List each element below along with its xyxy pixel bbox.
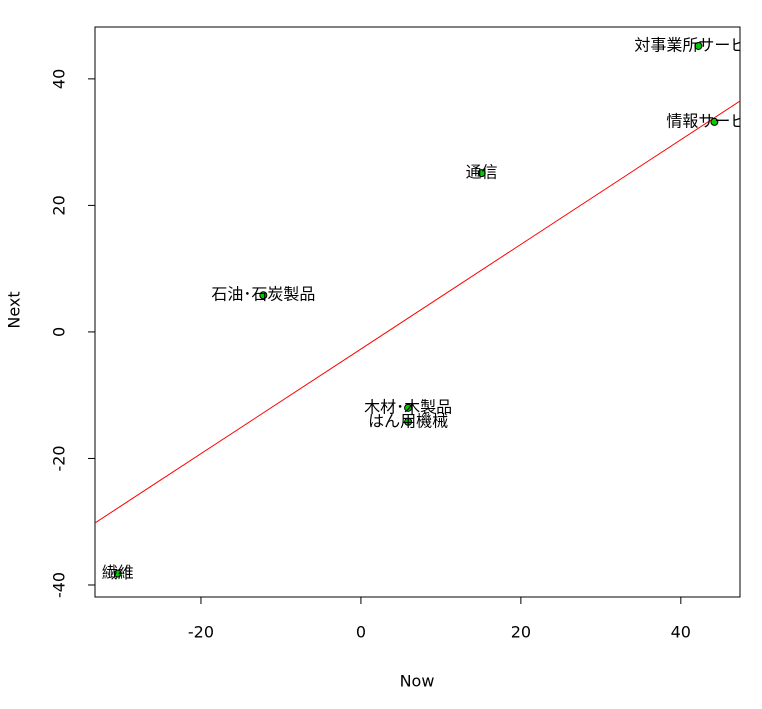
point bbox=[477, 169, 486, 178]
point-label: 石油･石炭製品 bbox=[211, 285, 315, 304]
plot-box bbox=[94, 26, 741, 598]
point bbox=[710, 117, 719, 126]
point-label: 情報サービス bbox=[666, 111, 762, 130]
fit-line bbox=[95, 100, 740, 524]
y-axis-label: Next bbox=[5, 291, 24, 328]
point-label: 木材･木製品 bbox=[364, 397, 452, 416]
point bbox=[404, 417, 413, 426]
y-tick-label: 20 bbox=[50, 195, 69, 215]
y-tick-label: -20 bbox=[50, 445, 69, 471]
x-axis-label: Now bbox=[400, 672, 435, 691]
x-tick-label: 0 bbox=[356, 623, 366, 642]
y-tick-label: 0 bbox=[50, 327, 69, 337]
x-tick-label: -20 bbox=[188, 623, 214, 642]
point bbox=[404, 403, 413, 412]
point-label: 繊維 bbox=[102, 563, 134, 582]
point bbox=[259, 291, 268, 300]
y-tick-label: 40 bbox=[50, 69, 69, 89]
point-label: 通信 bbox=[466, 163, 498, 182]
point-label: 対事業所サービス bbox=[634, 35, 762, 54]
point bbox=[113, 569, 122, 578]
y-tick-label: -40 bbox=[50, 572, 69, 598]
point-label: はん用機械 bbox=[368, 411, 448, 430]
x-tick-label: 40 bbox=[671, 623, 691, 642]
x-tick-label: 20 bbox=[511, 623, 531, 642]
point bbox=[694, 41, 703, 50]
